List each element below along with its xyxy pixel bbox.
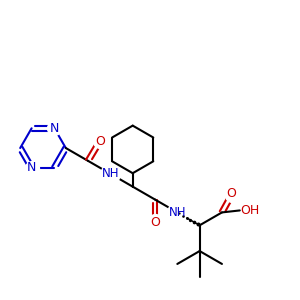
Text: OH: OH <box>240 204 259 217</box>
Text: O: O <box>226 187 236 200</box>
Text: O: O <box>150 216 160 229</box>
Text: O: O <box>95 135 105 148</box>
Text: N: N <box>27 161 36 174</box>
Text: N: N <box>50 122 59 135</box>
Text: NH: NH <box>169 206 186 219</box>
Text: NH: NH <box>102 167 119 180</box>
